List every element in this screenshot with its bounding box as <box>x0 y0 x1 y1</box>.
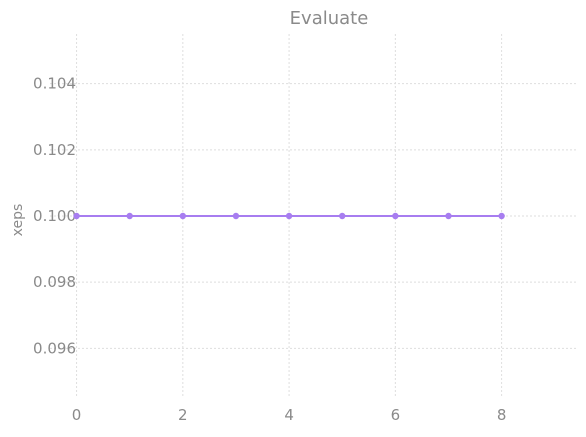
data-point <box>179 212 187 220</box>
y-tick-label: 0.100 <box>33 207 76 225</box>
x-tick-label: 0 <box>72 406 82 424</box>
data-point <box>285 212 293 220</box>
data-point <box>232 212 240 220</box>
y-tick-label: 0.102 <box>33 141 76 159</box>
y-tick-label: 0.098 <box>33 273 76 291</box>
x-tick-label: 8 <box>497 406 507 424</box>
data-point <box>339 212 346 220</box>
tick-labels: 0.096 0.098 0.100 0.102 0.104 0 2 4 6 8 <box>33 75 506 424</box>
x-tick-label: 6 <box>391 406 401 424</box>
x-tick-label: 4 <box>284 406 294 424</box>
y-tick-label: 0.096 <box>33 339 76 357</box>
series <box>73 212 505 220</box>
y-tick-label: 0.104 <box>33 75 76 93</box>
data-point <box>498 212 505 220</box>
data-point <box>392 212 399 220</box>
data-point <box>126 212 133 220</box>
y-axis-label: xeps <box>10 204 26 237</box>
data-point <box>445 212 452 220</box>
chart-title: Evaluate <box>290 8 369 29</box>
data-point <box>73 212 80 220</box>
x-tick-label: 2 <box>178 406 188 424</box>
